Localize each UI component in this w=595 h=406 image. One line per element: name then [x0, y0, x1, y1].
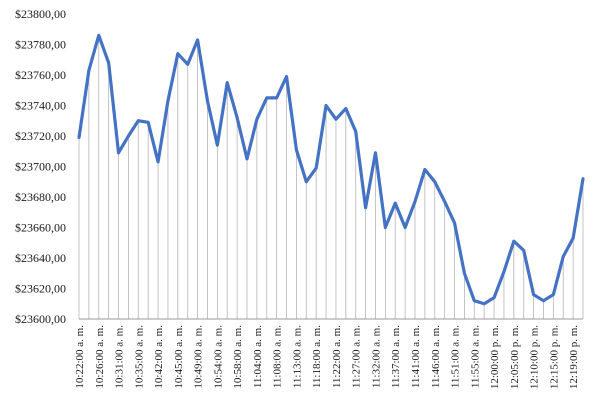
y-tick-label: $23740,00: [15, 99, 66, 113]
x-tick-label: 10:58:00 a. m.: [232, 325, 244, 389]
series-line: [77, 33, 585, 306]
x-tick-label: 10:26:00 a. m.: [94, 325, 106, 389]
y-axis-tick-labels: $23600,00 $23620,00 $23640,00 $23660,00 $236…: [15, 7, 66, 326]
y-tick-label: $23780,00: [15, 38, 66, 52]
x-tick-label: 10:54:00 a. m.: [212, 325, 224, 389]
drop-lines: [78, 35, 584, 319]
y-tick-label: $23700,00: [15, 160, 66, 174]
x-tick-label: 10:22:00 a. m.: [74, 325, 86, 389]
x-tick-label: 10:45:00 a. m.: [173, 325, 185, 389]
x-tick-label: 10:49:00 a. m.: [193, 325, 205, 389]
x-tick-label: 11:18:00 a. m.: [311, 325, 323, 388]
x-tick-label: 12:19:00 p. m.: [568, 325, 580, 389]
x-tick-label: 10:35:00 a. m.: [133, 325, 145, 389]
x-tick-label: 10:31:00 a. m.: [114, 325, 126, 389]
x-tick-label: 12:05:00 p. m.: [509, 325, 521, 389]
y-tick-label: $23680,00: [15, 190, 66, 204]
y-tick-label: $23760,00: [15, 68, 66, 82]
x-tick-label: 12:00:00 p. m.: [489, 325, 501, 389]
x-tick-label: 11:13:00 a. m.: [291, 325, 303, 388]
y-tick-label: $23660,00: [15, 221, 66, 235]
x-tick-label: 11:04:00 a. m.: [252, 325, 264, 388]
y-tick-label: $23620,00: [15, 282, 66, 296]
x-tick-label: 11:22:00 a. m.: [331, 325, 343, 388]
y-tick-label: $23640,00: [15, 251, 66, 265]
x-tick-label: 12:15:00 p. m.: [548, 325, 560, 389]
y-tick-label: $23600,00: [15, 312, 66, 326]
y-tick-label: $23720,00: [15, 129, 66, 143]
y-tick-label: $23800,00: [15, 7, 66, 21]
x-tick-label: 10:42:00 a. m.: [153, 325, 165, 389]
x-axis-tick-labels: 10:22:00 a. m. 10:26:00 a. m. 10:31:00 a. …: [74, 325, 580, 389]
x-tick-label: 11:55:00 a. m.: [469, 325, 481, 388]
x-tick-label: 11:08:00 a. m.: [272, 325, 284, 388]
x-tick-label: 11:32:00 a. m.: [370, 325, 382, 388]
x-tick-label: 11:46:00 a. m.: [430, 325, 442, 388]
x-tick-label: 11:37:00 a. m.: [390, 325, 402, 388]
x-tick-label: 11:51:00 a. m.: [450, 325, 462, 388]
x-tick-label: 11:41:00 a. m.: [410, 325, 422, 388]
x-tick-label: 11:27:00 a. m.: [351, 325, 363, 388]
x-tick-label: 12:10:00 p. m.: [529, 325, 541, 389]
